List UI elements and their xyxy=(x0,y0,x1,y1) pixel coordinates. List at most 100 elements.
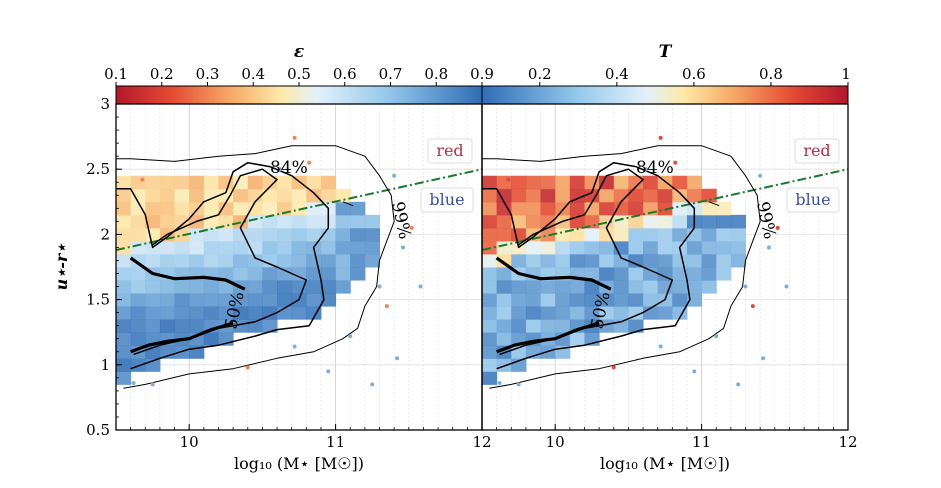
heatmap-cell xyxy=(247,227,263,242)
scatter-dot xyxy=(658,135,663,140)
contour-50-upper xyxy=(495,256,612,291)
heatmap-cell xyxy=(525,188,542,203)
heatmap-cell xyxy=(496,188,512,203)
colorbar-tick-label-t: 0.8 xyxy=(759,65,783,83)
heatmap-cell xyxy=(482,306,498,320)
heatmap-cell xyxy=(159,280,176,294)
heatmap-cell xyxy=(174,306,190,320)
heatmap-cell xyxy=(218,306,234,320)
heatmap-cell xyxy=(599,188,615,203)
heatmap-cell xyxy=(496,358,512,372)
heatmap-cell xyxy=(525,240,542,255)
heatmap-cell xyxy=(262,293,278,307)
heatmap-cell xyxy=(730,253,747,268)
heatmap-cell xyxy=(511,188,527,203)
heatmap-cell xyxy=(599,227,615,242)
heatmap-cell xyxy=(657,214,673,229)
colorbar-tick-label-eps: 0.8 xyxy=(424,65,448,83)
heatmap-cell xyxy=(496,267,512,281)
heatmap-cell xyxy=(599,240,615,255)
heatmap-cell xyxy=(584,201,600,216)
contours-right xyxy=(482,145,848,389)
scatter-dots-left xyxy=(131,135,423,387)
heatmap-cell xyxy=(569,175,585,190)
heatmap-cell xyxy=(540,214,556,229)
heatmap-cell xyxy=(716,201,732,216)
heatmap-cell xyxy=(525,319,542,333)
heatmap-cell xyxy=(335,201,351,216)
heatmap-cell xyxy=(716,214,732,229)
heatmap-cell xyxy=(555,253,571,268)
heatmap-cell xyxy=(599,253,615,268)
heatmap-cell xyxy=(701,214,717,229)
heatmap-cell xyxy=(672,188,688,203)
heatmap-cell xyxy=(189,306,205,320)
heatmap-cell xyxy=(525,280,542,294)
heatmap-cell xyxy=(116,306,132,320)
heatmap-cell xyxy=(335,280,351,294)
blue-label-left: blue xyxy=(420,187,474,213)
scatter-dot xyxy=(775,225,780,230)
heatmap-cell xyxy=(277,267,293,281)
heatmap-cell xyxy=(291,214,307,229)
x-tick-label: 12 xyxy=(472,433,491,451)
heatmap-cell xyxy=(525,253,542,268)
heatmap-cell xyxy=(145,253,161,268)
heatmap-cell xyxy=(233,227,249,242)
heatmap-cell xyxy=(540,293,556,307)
scatter-dot xyxy=(761,356,766,361)
heatmap-cell xyxy=(174,240,190,255)
heatmap-cell xyxy=(116,175,132,190)
heatmap-cell xyxy=(130,280,146,294)
heatmap-cell xyxy=(555,306,571,320)
heatmap-cell xyxy=(218,201,234,216)
heatmap-cell xyxy=(130,358,146,372)
heatmap-cell xyxy=(482,175,498,190)
heatmap-cell xyxy=(189,253,205,268)
heatmap-cell xyxy=(701,280,717,294)
heatmap-cell xyxy=(511,253,527,268)
heatmap-cell xyxy=(291,267,307,281)
heatmap-cell xyxy=(233,175,249,190)
heatmap-cell xyxy=(145,188,161,203)
heatmap-cell xyxy=(657,227,673,242)
red-label-left: red xyxy=(427,138,473,164)
heatmap-cell xyxy=(247,306,263,320)
heatmap-cell xyxy=(218,227,234,242)
heatmap-cell xyxy=(203,201,219,216)
heatmap-cell xyxy=(277,214,293,229)
heatmap-cell xyxy=(555,319,571,333)
scatter-dot xyxy=(377,284,382,289)
heatmap-cell xyxy=(686,188,703,203)
red-label-right: red xyxy=(794,138,840,164)
scatter-dot xyxy=(245,365,250,370)
heatmap-cell xyxy=(584,253,600,268)
heatmap-cell xyxy=(482,319,498,333)
heatmap-cell xyxy=(262,319,278,333)
heatmap-cell xyxy=(350,267,366,281)
heatmap-cell xyxy=(686,175,703,190)
heatmap-cell xyxy=(716,240,732,255)
scatter-dot xyxy=(643,167,648,172)
heatmap-cell xyxy=(189,188,205,203)
heatmap-cell xyxy=(613,175,629,190)
heatmap-cell xyxy=(174,319,190,333)
heatmap-cell xyxy=(174,293,190,307)
x-tick-label: 10 xyxy=(180,433,199,451)
scatter-dot xyxy=(150,382,155,387)
heatmap-cell xyxy=(159,175,176,190)
colorbar-tick-label-t: 0.6 xyxy=(682,65,706,83)
heatmap-cell xyxy=(584,293,600,307)
panel-right xyxy=(482,104,848,430)
heatmap-cell xyxy=(628,214,644,229)
scatter-dot xyxy=(766,245,771,250)
heatmap-cell xyxy=(203,227,219,242)
heatmap-cell xyxy=(525,175,542,190)
colorbar-tick-label-eps: 0.7 xyxy=(379,65,403,83)
heatmap-cell xyxy=(116,345,132,359)
heatmap-cell xyxy=(496,201,512,216)
heatmap-cell xyxy=(262,175,278,190)
heatmap-cell xyxy=(159,293,176,307)
x-axis-label-right: log₁₀ (M⋆ [M☉]) xyxy=(600,454,730,473)
